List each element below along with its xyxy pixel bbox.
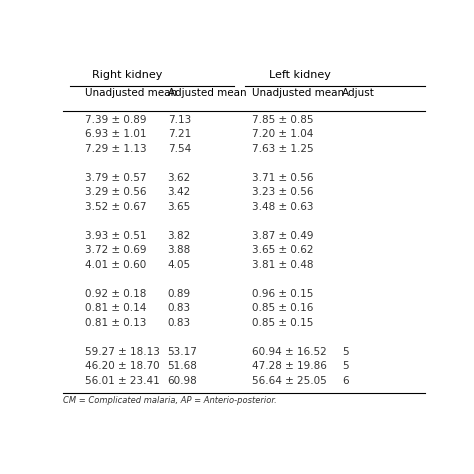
- Text: 0.85 ± 0.16: 0.85 ± 0.16: [252, 303, 313, 313]
- Text: 7.54: 7.54: [168, 144, 191, 154]
- Text: 3.81 ± 0.48: 3.81 ± 0.48: [252, 260, 314, 270]
- Text: 5: 5: [342, 346, 349, 356]
- Text: 7.21: 7.21: [168, 129, 191, 139]
- Text: 7.29 ± 1.13: 7.29 ± 1.13: [85, 144, 146, 154]
- Text: 0.83: 0.83: [168, 318, 191, 328]
- Text: Unadjusted mean: Unadjusted mean: [252, 88, 344, 98]
- Text: 47.28 ± 19.86: 47.28 ± 19.86: [252, 361, 327, 371]
- Text: Right kidney: Right kidney: [92, 70, 163, 80]
- Text: 56.64 ± 25.05: 56.64 ± 25.05: [252, 376, 327, 386]
- Text: 3.29 ± 0.56: 3.29 ± 0.56: [85, 187, 146, 197]
- Text: 3.88: 3.88: [168, 245, 191, 255]
- Text: 3.79 ± 0.57: 3.79 ± 0.57: [85, 173, 146, 182]
- Text: 3.48 ± 0.63: 3.48 ± 0.63: [252, 201, 314, 211]
- Text: 4.05: 4.05: [168, 260, 191, 270]
- Text: 7.85 ± 0.85: 7.85 ± 0.85: [252, 115, 314, 125]
- Text: 3.65 ± 0.62: 3.65 ± 0.62: [252, 245, 314, 255]
- Text: 4.01 ± 0.60: 4.01 ± 0.60: [85, 260, 146, 270]
- Text: 7.63 ± 1.25: 7.63 ± 1.25: [252, 144, 314, 154]
- Text: 0.81 ± 0.13: 0.81 ± 0.13: [85, 318, 146, 328]
- Text: 6: 6: [342, 376, 349, 386]
- Text: 59.27 ± 18.13: 59.27 ± 18.13: [85, 346, 160, 356]
- Text: 3.87 ± 0.49: 3.87 ± 0.49: [252, 231, 314, 241]
- Text: 3.72 ± 0.69: 3.72 ± 0.69: [85, 245, 146, 255]
- Text: Unadjusted mean: Unadjusted mean: [85, 88, 177, 98]
- Text: Left kidney: Left kidney: [269, 70, 331, 80]
- Text: 60.94 ± 16.52: 60.94 ± 16.52: [252, 346, 327, 356]
- Text: 46.20 ± 18.70: 46.20 ± 18.70: [85, 361, 160, 371]
- Text: 3.82: 3.82: [168, 231, 191, 241]
- Text: 3.65: 3.65: [168, 201, 191, 211]
- Text: Adjusted mean: Adjusted mean: [168, 88, 246, 98]
- Text: 0.81 ± 0.14: 0.81 ± 0.14: [85, 303, 146, 313]
- Text: 56.01 ± 23.41: 56.01 ± 23.41: [85, 376, 160, 386]
- Text: CM = Complicated malaria, AP = Anterio-posterior.: CM = Complicated malaria, AP = Anterio-p…: [63, 396, 277, 405]
- Text: 0.85 ± 0.15: 0.85 ± 0.15: [252, 318, 313, 328]
- Text: 3.23 ± 0.56: 3.23 ± 0.56: [252, 187, 314, 197]
- Text: Adjust: Adjust: [342, 88, 375, 98]
- Text: 0.92 ± 0.18: 0.92 ± 0.18: [85, 289, 146, 299]
- Text: 7.20 ± 1.04: 7.20 ± 1.04: [252, 129, 313, 139]
- Text: 7.39 ± 0.89: 7.39 ± 0.89: [85, 115, 146, 125]
- Text: 7.13: 7.13: [168, 115, 191, 125]
- Text: 0.89: 0.89: [168, 289, 191, 299]
- Text: 60.98: 60.98: [168, 376, 197, 386]
- Text: 3.42: 3.42: [168, 187, 191, 197]
- Text: 3.93 ± 0.51: 3.93 ± 0.51: [85, 231, 146, 241]
- Text: 3.71 ± 0.56: 3.71 ± 0.56: [252, 173, 314, 182]
- Text: 3.52 ± 0.67: 3.52 ± 0.67: [85, 201, 146, 211]
- Text: 53.17: 53.17: [168, 346, 198, 356]
- Text: 3.62: 3.62: [168, 173, 191, 182]
- Text: 0.96 ± 0.15: 0.96 ± 0.15: [252, 289, 313, 299]
- Text: 6.93 ± 1.01: 6.93 ± 1.01: [85, 129, 146, 139]
- Text: 51.68: 51.68: [168, 361, 198, 371]
- Text: 0.83: 0.83: [168, 303, 191, 313]
- Text: 5: 5: [342, 361, 349, 371]
